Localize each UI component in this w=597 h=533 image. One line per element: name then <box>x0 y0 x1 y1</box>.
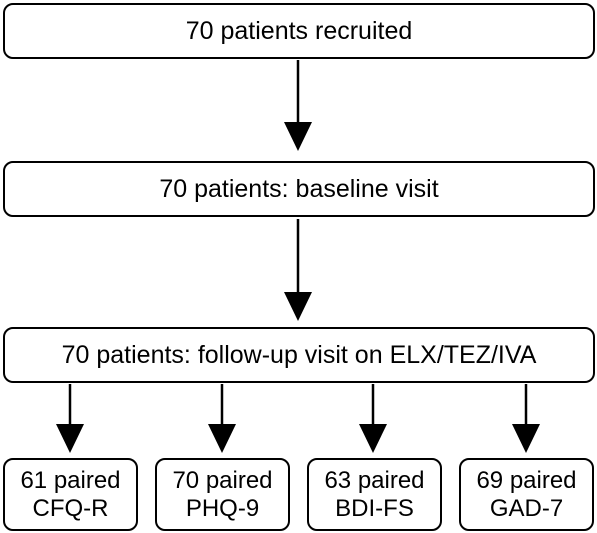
recruited-label: 70 patients recruited <box>185 16 413 45</box>
outcome-measure: GAD-7 <box>489 494 564 522</box>
recruited-box: 70 patients recruited <box>3 3 595 59</box>
outcome-measure: BDI-FS <box>335 494 414 522</box>
outcome-box-phq9: 70 paired PHQ-9 <box>155 458 290 531</box>
followup-label: 70 patients: follow-up visit on ELX/TEZ/… <box>61 340 537 369</box>
outcome-measure: PHQ-9 <box>185 494 260 522</box>
baseline-box: 70 patients: baseline visit <box>3 161 595 217</box>
followup-box: 70 patients: follow-up visit on ELX/TEZ/… <box>3 327 595 383</box>
arrow-followup-to-phq9 <box>208 384 236 453</box>
outcome-measure: CFQ-R <box>32 494 109 522</box>
outcome-box-cfqr: 61 paired CFQ-R <box>3 458 138 531</box>
arrow-baseline-to-followup <box>284 219 312 321</box>
arrow-recruited-to-baseline <box>284 60 312 151</box>
baseline-label: 70 patients: baseline visit <box>159 174 439 203</box>
outcome-count: 69 paired <box>476 466 577 494</box>
outcome-count: 61 paired <box>20 466 121 494</box>
outcome-count: 70 paired <box>172 466 273 494</box>
arrow-followup-to-gad7 <box>512 384 540 453</box>
outcome-box-gad7: 69 paired GAD-7 <box>459 458 594 531</box>
outcome-count: 63 paired <box>324 466 425 494</box>
arrow-followup-to-bdifs <box>359 384 387 453</box>
arrow-followup-to-cfqr <box>56 384 84 453</box>
outcome-box-bdifs: 63 paired BDI-FS <box>307 458 442 531</box>
